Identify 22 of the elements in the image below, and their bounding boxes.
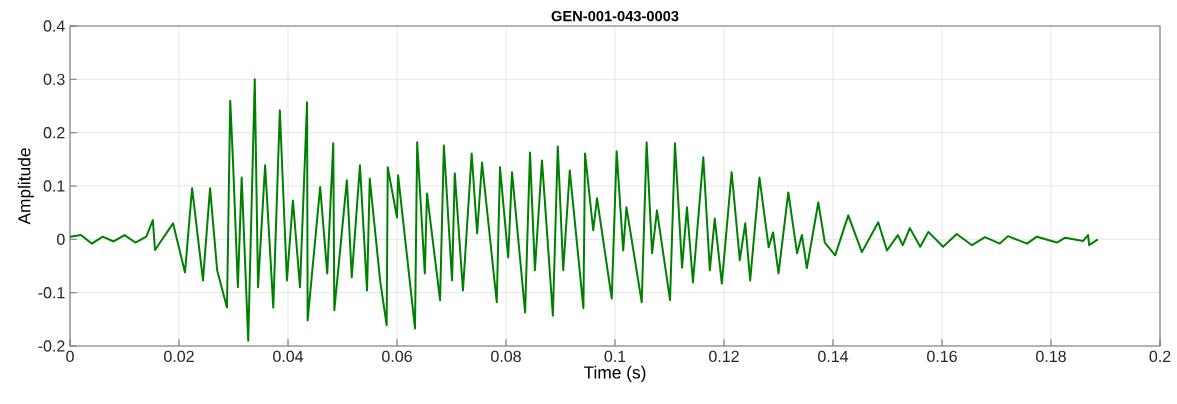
x-axis-title: Time (s) [583,365,646,383]
y-tick-label: 0.1 [43,180,65,192]
y-tick-label: -0.2 [38,340,65,352]
x-tick-label: 0 [66,350,74,363]
x-tick-label: 0.1 [604,350,626,363]
y-tick-label: 0 [57,233,65,245]
y-tick-label: 0.3 [43,73,65,85]
x-tick-label: 0.12 [709,350,739,363]
x-tick-label: 0.04 [273,350,304,363]
chart-title: GEN-001-043-0003 [551,10,679,22]
x-tick-label: 0.18 [1036,350,1066,363]
x-tick-label: 0.06 [382,350,412,363]
y-tick-label: 0.4 [43,20,65,32]
y-tick-label: -0.1 [38,287,65,299]
line-series [70,78,1099,342]
x-tick-label: 0.08 [491,350,521,363]
x-tick-label: 0.02 [164,350,194,363]
y-tick-label: 0.2 [43,127,65,139]
x-tick-label: 0.16 [927,350,957,363]
x-tick-label: 0.14 [818,350,849,363]
x-tick-label: 0.2 [1149,350,1171,363]
y-axis-title: Amplitude [17,148,34,225]
